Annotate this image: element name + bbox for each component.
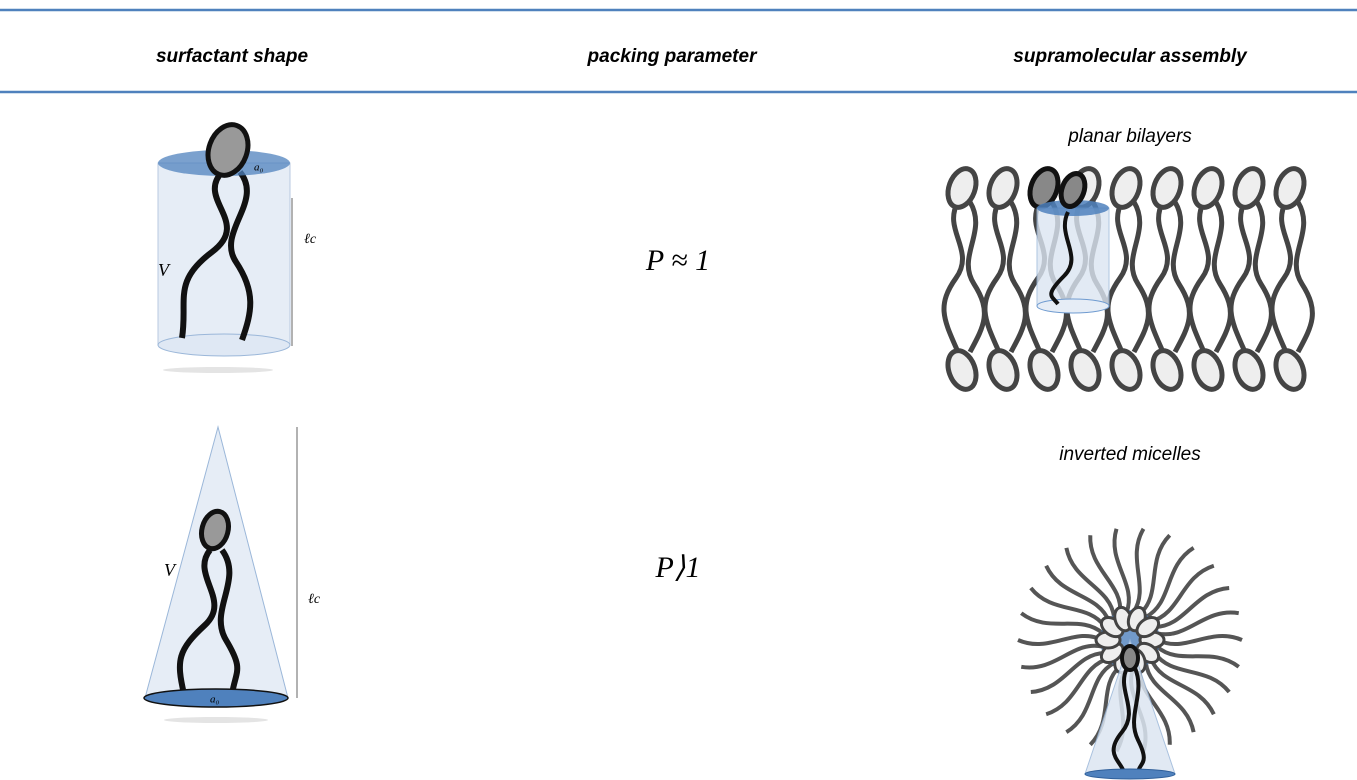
head bbox=[986, 348, 1020, 392]
tail bbox=[228, 170, 254, 342]
head bbox=[1058, 171, 1088, 209]
assembly-caption: inverted micelles bbox=[1059, 444, 1201, 465]
head bbox=[986, 166, 1020, 210]
tail bbox=[179, 169, 230, 339]
cylinder-base bbox=[1036, 298, 1110, 314]
volume-label: V bbox=[158, 260, 171, 280]
tail bbox=[1143, 662, 1196, 733]
head bbox=[1191, 166, 1225, 210]
head bbox=[205, 122, 251, 178]
micelle-drawing bbox=[1017, 527, 1243, 780]
tail bbox=[1029, 586, 1107, 629]
head bbox=[199, 508, 231, 552]
shadow bbox=[164, 717, 268, 723]
tail bbox=[1129, 200, 1151, 354]
tail bbox=[1155, 645, 1240, 669]
tail bbox=[1146, 200, 1170, 354]
packing-formula: P ≈ 1 bbox=[645, 244, 710, 277]
tail bbox=[1020, 611, 1105, 635]
cone-base bbox=[143, 688, 289, 708]
head bbox=[1150, 348, 1184, 392]
cylinder-body bbox=[157, 162, 291, 346]
head bbox=[1068, 348, 1102, 392]
tail bbox=[1144, 546, 1195, 619]
tail bbox=[1020, 643, 1104, 670]
head bbox=[945, 166, 979, 210]
tail bbox=[1150, 563, 1215, 624]
tail bbox=[217, 548, 241, 695]
assembly-caption: planar bilayers bbox=[1067, 126, 1192, 147]
tail bbox=[1112, 528, 1131, 613]
cone-shape: a₀ ℓc V bbox=[143, 425, 321, 723]
head bbox=[1232, 166, 1266, 210]
cone-base bbox=[1084, 768, 1176, 780]
area-label: a₀ bbox=[210, 694, 220, 706]
area-label: a₀ bbox=[254, 162, 264, 174]
head bbox=[1027, 348, 1061, 392]
head bbox=[1273, 348, 1307, 392]
tail bbox=[1105, 200, 1129, 354]
tail bbox=[1132, 667, 1146, 773]
tail bbox=[1156, 610, 1240, 637]
volume-label: V bbox=[164, 560, 177, 580]
head bbox=[1109, 166, 1143, 210]
head bbox=[1191, 348, 1225, 392]
tail bbox=[1211, 200, 1233, 354]
tail bbox=[1088, 535, 1123, 615]
tail bbox=[1228, 200, 1252, 354]
tail bbox=[1157, 634, 1243, 646]
head bbox=[1135, 615, 1161, 639]
tail bbox=[1252, 200, 1274, 354]
length-label: ℓc bbox=[308, 592, 321, 607]
tail bbox=[1017, 634, 1103, 646]
head bbox=[1109, 348, 1143, 392]
shadow bbox=[163, 367, 273, 373]
tail bbox=[982, 200, 1006, 354]
head bbox=[1150, 166, 1184, 210]
head bbox=[1232, 348, 1266, 392]
column-header: packing parameter bbox=[587, 46, 759, 67]
length-label: ℓc bbox=[304, 232, 317, 247]
head bbox=[945, 348, 979, 392]
head bbox=[1273, 166, 1307, 210]
tail bbox=[1153, 651, 1231, 694]
tail bbox=[1065, 661, 1116, 734]
tail bbox=[1111, 667, 1131, 773]
tail bbox=[1170, 200, 1192, 354]
tail bbox=[1064, 547, 1117, 618]
tail bbox=[1293, 200, 1315, 354]
tail bbox=[1138, 533, 1172, 616]
bilayer-drawing bbox=[941, 166, 1315, 392]
cylinder-shape: a₀ ℓc V bbox=[157, 122, 317, 373]
tail bbox=[1044, 564, 1111, 623]
tail bbox=[176, 548, 218, 695]
tail bbox=[1049, 211, 1074, 306]
tail bbox=[941, 200, 965, 354]
tail bbox=[1154, 585, 1230, 629]
tail bbox=[1088, 664, 1122, 747]
tail bbox=[1187, 200, 1211, 354]
head bbox=[1027, 166, 1061, 210]
tail bbox=[1045, 656, 1110, 717]
tail bbox=[1131, 527, 1146, 614]
tail bbox=[965, 200, 987, 354]
column-header: surfactant shape bbox=[156, 46, 308, 67]
tail bbox=[1030, 651, 1106, 695]
column-header: supramolecular assembly bbox=[1013, 46, 1248, 67]
tail bbox=[1006, 200, 1028, 354]
head bbox=[1120, 644, 1140, 672]
cylinder-base bbox=[157, 333, 291, 357]
packing-formula: P⟩1 bbox=[654, 551, 700, 584]
tail bbox=[1269, 200, 1293, 354]
tail bbox=[1149, 657, 1216, 716]
